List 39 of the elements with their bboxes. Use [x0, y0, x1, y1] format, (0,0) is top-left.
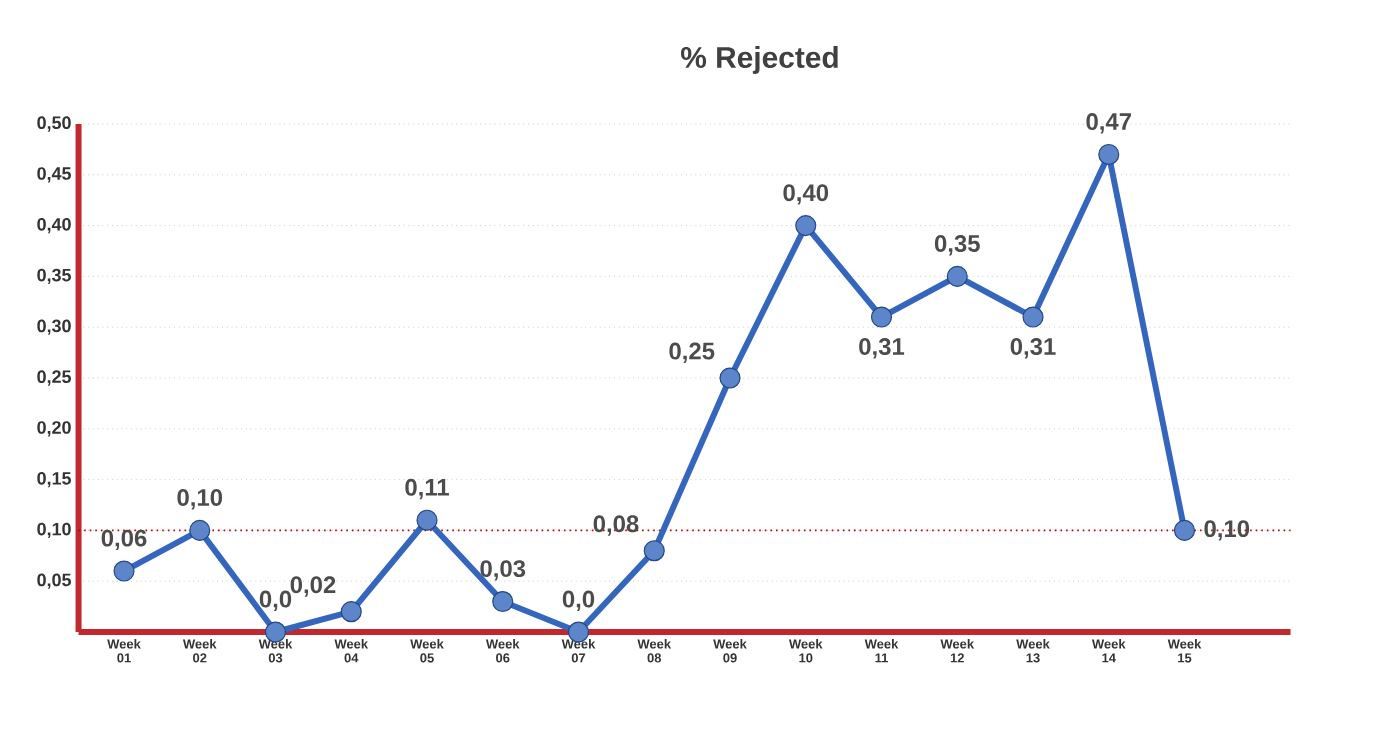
- point: [643, 540, 665, 562]
- data-label: 0,11: [405, 478, 449, 500]
- point: [1098, 143, 1120, 166]
- y-tick-label: 0,10: [37, 522, 71, 539]
- data-label: 0,35: [934, 235, 980, 256]
- point: [416, 509, 438, 531]
- y-tick-label: 0,40: [37, 217, 71, 234]
- y-tick-label: 0,30: [37, 319, 71, 335]
- data-label: 0,40: [783, 184, 829, 205]
- y-tick-label: 0,45: [37, 167, 71, 183]
- data-label: 0,31: [859, 338, 905, 359]
- data-label: 0,06: [101, 529, 147, 551]
- data-label: 0,10: [1204, 520, 1250, 541]
- y-tick-label: 0,35: [37, 268, 71, 285]
- point: [719, 367, 741, 389]
- data-label: 0,03: [480, 560, 526, 581]
- point: [113, 560, 135, 582]
- y-tick-label: 0,05: [37, 573, 71, 589]
- y-tick-label: 0,20: [37, 421, 71, 437]
- y-tick-label: 0,15: [37, 471, 71, 488]
- chart-title: % Rejected: [681, 46, 838, 74]
- point: [870, 306, 893, 328]
- point: [492, 590, 514, 613]
- point: [795, 215, 817, 237]
- point: [340, 601, 362, 623]
- y-tick-label: 0,25: [37, 370, 71, 386]
- data-label: 0,10: [177, 489, 223, 510]
- data-label: 0,0: [562, 590, 595, 611]
- y-tick-label: 0,50: [37, 116, 71, 132]
- data-label: 0,25: [669, 342, 715, 363]
- data-label: 0,08: [593, 515, 639, 536]
- data-label: 0,0: [259, 590, 292, 611]
- point: [189, 519, 211, 541]
- data-label: 0,31: [1010, 338, 1056, 359]
- point: [1022, 306, 1044, 328]
- point: [1173, 519, 1196, 541]
- point: [946, 265, 968, 287]
- data-label: 0,47: [1086, 113, 1131, 134]
- data-label: 0,02: [290, 576, 336, 597]
